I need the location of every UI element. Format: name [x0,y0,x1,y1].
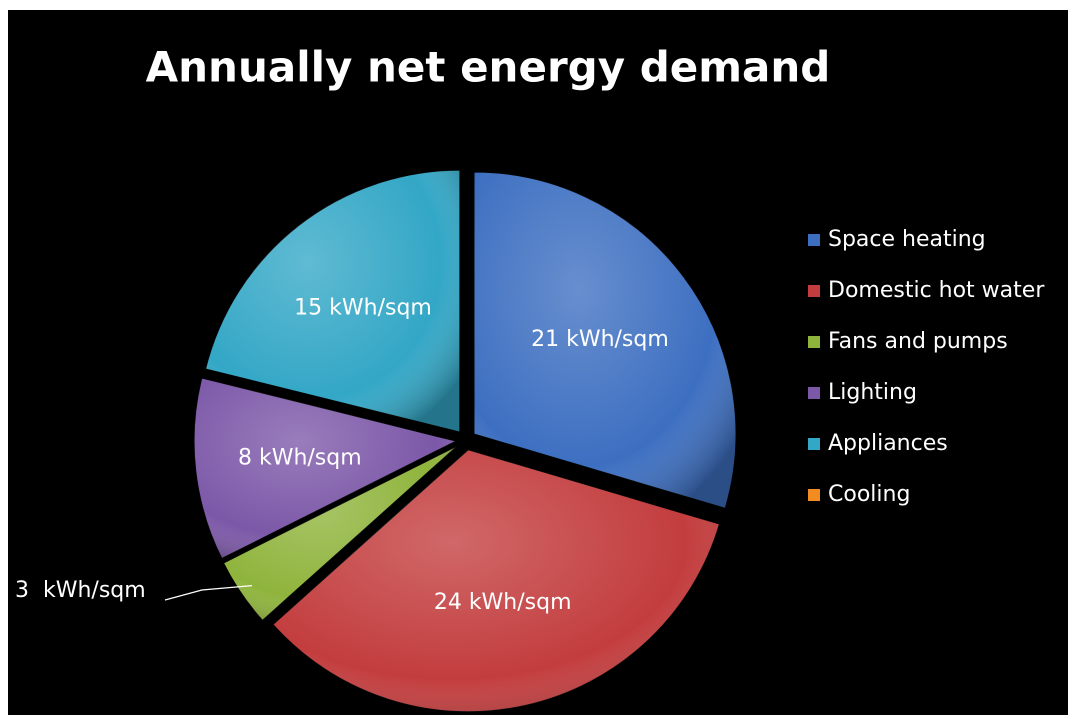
legend-swatch [808,387,820,399]
legend-label: Appliances [828,431,948,456]
data-label: 15 kWh/sqm [294,295,432,320]
legend-swatch [808,234,820,246]
legend-label: Fans and pumps [828,329,1008,354]
chart-title: Annually net energy demand [146,43,831,92]
data-label: 24 kWh/sqm [434,590,572,615]
legend-swatch [808,438,820,450]
legend-label: Domestic hot water [828,278,1045,303]
legend-swatch [808,336,820,348]
data-label: 21 kWh/sqm [531,327,669,352]
data-label: 8 kWh/sqm [238,445,362,470]
legend-swatch [808,285,820,297]
data-label: 3 kWh/sqm [15,578,146,603]
legend-label: Lighting [828,380,917,405]
legend-label: Space heating [828,227,986,252]
legend-swatch [808,489,820,501]
leader-line [164,585,252,601]
legend-label: Cooling [828,482,910,507]
